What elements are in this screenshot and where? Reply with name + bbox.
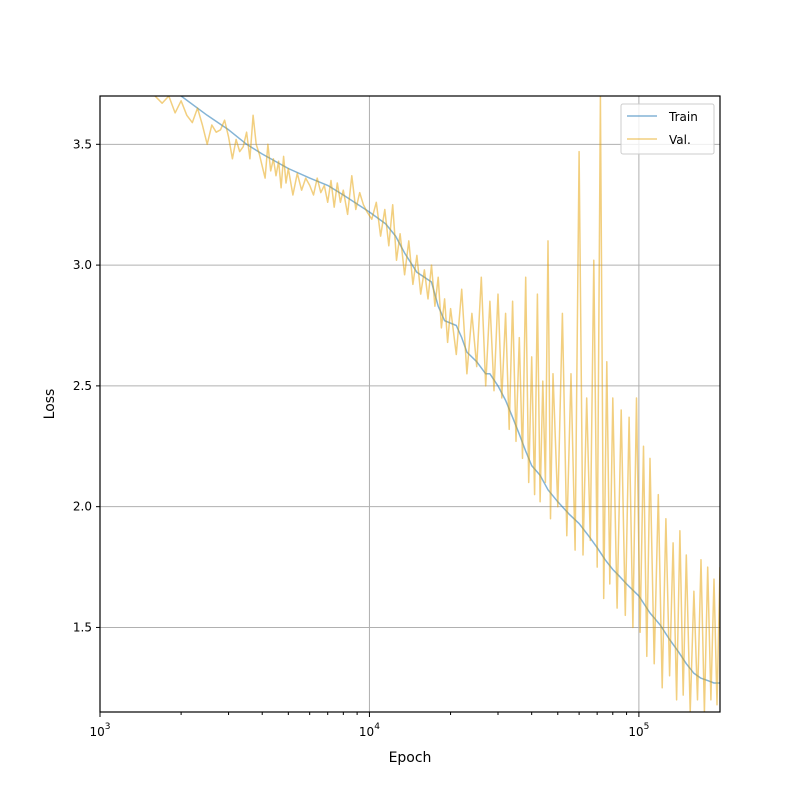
x-tick-label: 104 — [359, 722, 380, 739]
x-tick-label-exponent: 4 — [374, 722, 380, 732]
x-tick-label-exponent: 3 — [105, 722, 111, 732]
y-tick-label: 2.5 — [73, 379, 92, 393]
x-tick-label: 103 — [89, 722, 110, 739]
y-tick-label: 1.5 — [73, 620, 92, 634]
legend-label-val: Val. — [669, 133, 691, 147]
series-line-val — [154, 96, 720, 712]
legend-label-train: Train — [668, 110, 698, 124]
x-tick-label-base: 10 — [89, 725, 104, 739]
series-line-train — [180, 96, 720, 684]
plot-frame — [99, 95, 721, 713]
y-axis-label: Loss — [42, 389, 58, 420]
x-axis-label: Epoch — [389, 750, 432, 766]
y-tick-label: 3.0 — [73, 258, 92, 272]
x-tick-label-base: 10 — [628, 725, 643, 739]
grid-layer — [100, 96, 720, 712]
legend-frame — [620, 103, 715, 155]
x-tick-label-exponent: 5 — [644, 722, 650, 732]
series-layer — [154, 96, 720, 712]
legend: Train Val. — [620, 103, 715, 155]
y-tick-label: 2.0 — [73, 500, 92, 514]
y-tick-label: 3.5 — [73, 137, 92, 151]
x-tick-label: 105 — [628, 722, 649, 739]
x-tick-label-base: 10 — [359, 725, 374, 739]
